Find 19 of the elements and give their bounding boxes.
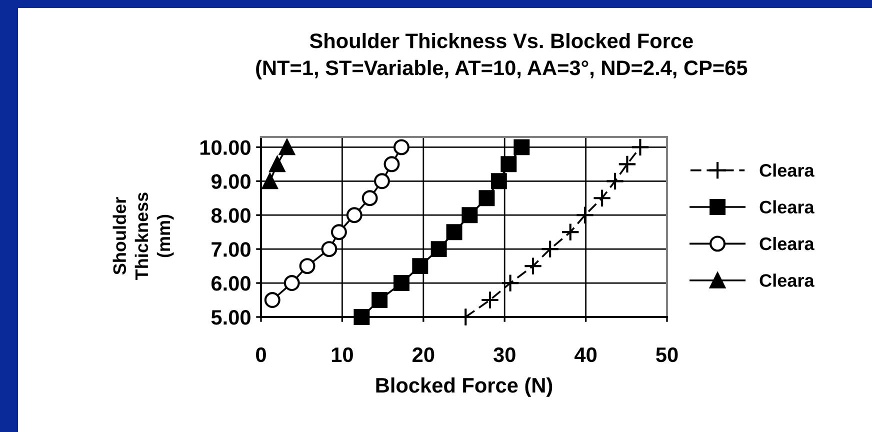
y-axis-title: Shoulder Thickness (mm) <box>112 192 174 280</box>
x-tick-label: 10 <box>332 347 353 362</box>
x-tick-label: 30 <box>493 347 516 362</box>
y-tick-label: 9.00 <box>211 174 250 189</box>
y-tick-label: 5.00 <box>211 310 250 325</box>
x-tick-label: 50 <box>656 347 678 362</box>
legend-label: Cleara <box>760 164 814 177</box>
y-tick-label: 10.00 <box>200 140 250 155</box>
x-tick-label: 40 <box>574 347 597 362</box>
y-tick-label: 8.00 <box>211 208 250 223</box>
legend-label: Cleara <box>760 274 814 287</box>
legend-label: Cleara <box>760 236 814 250</box>
x-axis-title: Blocked Force (N) <box>376 377 552 397</box>
y-tick-label: 7.00 <box>212 242 250 257</box>
chart-title: Shoulder Thickness Vs. Blocked Force (NT=1, ST=Variable, AT=10, AA=3°, ND=2.4, CP=65 <box>256 32 748 80</box>
x-tick-label: 0 <box>256 347 266 362</box>
x-tick-label: 20 <box>412 347 434 362</box>
y-tick-label: 6.00 <box>211 276 250 291</box>
legend-label: Cleara <box>760 200 814 214</box>
